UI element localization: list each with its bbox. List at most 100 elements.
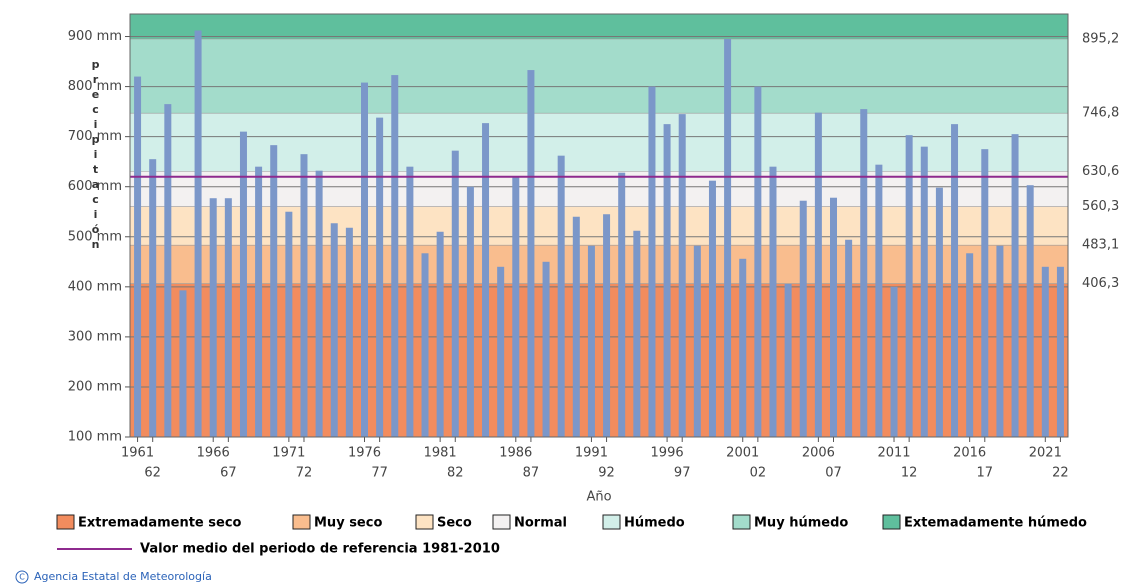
legend-swatch (492, 514, 511, 530)
x-tick-label: 1971 (272, 446, 305, 461)
bar (512, 176, 520, 437)
legend-label: Húmedo (624, 516, 685, 531)
bar (1026, 185, 1034, 437)
bar (890, 286, 898, 437)
x-tick-label: 22 (1052, 466, 1069, 481)
bar (527, 70, 535, 437)
bar (860, 109, 868, 437)
bar (497, 266, 505, 437)
bar (633, 230, 641, 437)
bar (557, 155, 565, 437)
bar (255, 166, 263, 437)
bar (209, 198, 217, 437)
bar (739, 258, 747, 437)
y-axis-label: precipitación (89, 58, 102, 253)
bar (830, 197, 837, 437)
bar (482, 123, 490, 437)
bar (875, 164, 883, 437)
copyright-icon (15, 570, 29, 584)
x-tick-label: 2021 (1029, 446, 1062, 461)
legend-label: Valor medio del periodo de referencia 19… (140, 542, 500, 557)
x-tick-label: 2001 (726, 446, 759, 461)
bar (406, 166, 414, 437)
legend-swatch (602, 514, 621, 530)
bar (920, 146, 928, 437)
x-tick-label: 67 (220, 466, 237, 481)
y2-tick-label: 746,8 (1082, 106, 1119, 121)
bar (1041, 266, 1049, 437)
bar (769, 166, 777, 437)
x-tick-label: 1991 (575, 446, 608, 461)
bar (799, 200, 807, 437)
y-tick-label: 800 mm (68, 79, 122, 94)
legend-label: Muy seco (314, 516, 382, 531)
legend-label: Extremadamente seco (78, 516, 242, 531)
bar (451, 150, 459, 437)
y-tick-label: 500 mm (68, 229, 122, 244)
x-tick-label: 1996 (651, 446, 684, 461)
bar (996, 245, 1004, 437)
y2-tick-label: 630,6 (1082, 164, 1119, 179)
plot-frame (129, 13, 1069, 438)
bar (1056, 266, 1064, 437)
bar (966, 253, 974, 437)
bar (693, 245, 701, 437)
x-tick-label: 62 (144, 466, 161, 481)
x-tick-label: 1981 (424, 446, 457, 461)
x-tick-label: 72 (296, 466, 313, 481)
bar (270, 145, 278, 437)
x-tick-label: 97 (674, 466, 691, 481)
x-tick-label: 87 (523, 466, 540, 481)
y2-tick-label: 560,3 (1082, 199, 1119, 214)
bar (391, 75, 399, 437)
bar (708, 180, 716, 438)
bar (587, 245, 595, 437)
y-tick-label: 600 mm (68, 179, 122, 194)
bar (194, 30, 202, 437)
x-tick-label: 1966 (197, 446, 230, 461)
bar (315, 170, 323, 437)
bar (754, 86, 762, 437)
bar (935, 187, 943, 437)
bar (164, 104, 172, 437)
bar (285, 211, 293, 437)
climate-band (130, 14, 1068, 39)
bar (951, 124, 959, 437)
legend-label: Muy húmedo (754, 516, 848, 531)
y-tick-label: 200 mm (68, 379, 122, 394)
bar (618, 172, 626, 438)
bar (648, 86, 656, 437)
bar (784, 283, 792, 437)
bar (330, 223, 338, 437)
bar (905, 135, 913, 437)
legend-swatch (732, 514, 751, 530)
bar (179, 290, 187, 437)
x-tick-label: 2006 (802, 446, 835, 461)
y-tick-label: 100 mm (68, 430, 122, 445)
x-tick-label: 17 (977, 466, 994, 481)
legend-label: Normal (514, 516, 567, 531)
x-tick-label: 02 (750, 466, 767, 481)
legend-swatch (882, 514, 901, 530)
bar (300, 154, 308, 437)
bar (361, 82, 368, 438)
bar (466, 186, 474, 437)
bar (421, 253, 429, 437)
bar (376, 117, 384, 437)
bar (814, 112, 822, 437)
legend-label: Seco (437, 516, 472, 531)
bar (1011, 134, 1019, 437)
x-tick-label: 12 (901, 466, 918, 481)
bar (845, 239, 853, 437)
y2-tick-label: 895,2 (1082, 31, 1119, 46)
x-tick-label: 92 (598, 466, 615, 481)
y2-tick-label: 483,1 (1082, 238, 1119, 253)
x-tick-label: 82 (447, 466, 464, 481)
bar (134, 76, 142, 437)
bar (436, 231, 444, 437)
legend-swatch (56, 514, 75, 530)
x-axis-label: Año (586, 490, 611, 505)
x-tick-label: 1976 (348, 446, 381, 461)
x-tick-label: 1961 (121, 446, 154, 461)
